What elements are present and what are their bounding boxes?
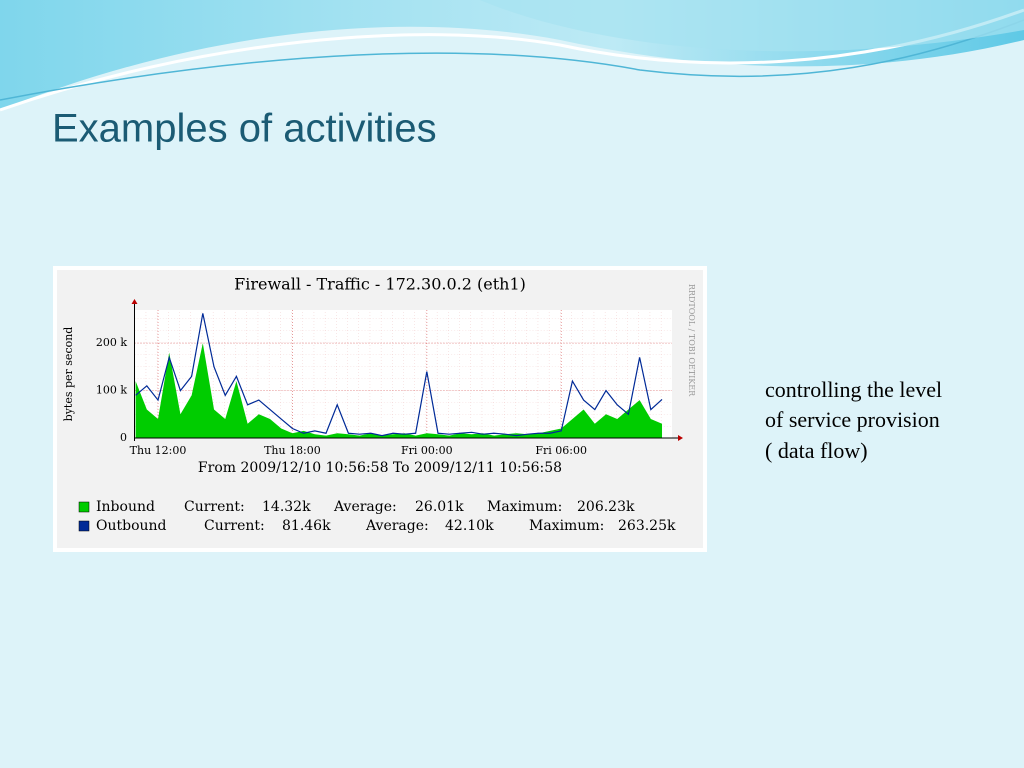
legend-swatch bbox=[78, 520, 90, 532]
legend-stat-value: 206.23k bbox=[577, 499, 635, 515]
legend-stat-value: 263.25k bbox=[618, 518, 676, 534]
chart-subtitle: From 2009/12/10 10:56:58 To 2009/12/11 1… bbox=[198, 460, 562, 476]
legend-stat-value: 14.32k bbox=[262, 499, 311, 515]
legend-stat-label: Maximum: bbox=[487, 499, 562, 515]
side-text: controlling the level bbox=[765, 377, 942, 402]
x-tick-label: Fri 06:00 bbox=[535, 444, 587, 457]
wave bbox=[480, 0, 1024, 52]
side-text: of service provision bbox=[765, 407, 940, 432]
legend-stat-label: Current: bbox=[204, 518, 265, 534]
y-tick-label: 200 k bbox=[96, 336, 127, 349]
legend-stat-value: 42.10k bbox=[445, 518, 494, 534]
legend-stat-value: 81.46k bbox=[282, 518, 331, 534]
y-axis-label: bytes per second bbox=[62, 327, 75, 422]
legend-stat-label: Current: bbox=[184, 499, 245, 515]
chart-title: Firewall - Traffic - 172.30.0.2 (eth1) bbox=[234, 275, 526, 294]
x-tick-label: Thu 18:00 bbox=[264, 444, 321, 457]
x-tick-label: Fri 00:00 bbox=[401, 444, 453, 457]
area bbox=[135, 343, 663, 438]
legend-swatch bbox=[78, 501, 90, 513]
chart: Firewall - Traffic - 172.30.0.2 (eth1) b… bbox=[53, 266, 707, 552]
axis-arrow bbox=[131, 299, 138, 304]
legend-label: Outbound bbox=[96, 518, 167, 534]
wave-line bbox=[0, 19, 1024, 101]
side-text: ( data flow) bbox=[765, 438, 868, 463]
side-label: RRDTOOL / TOBI OETIKER bbox=[687, 284, 696, 397]
legend-stat-value: 26.01k bbox=[415, 499, 464, 515]
y-tick-label: 0 bbox=[120, 431, 127, 444]
line bbox=[135, 313, 663, 437]
legend-stat-label: Average: bbox=[365, 518, 429, 534]
y-tick-label: 100 k bbox=[96, 384, 127, 397]
legend-label: Inbound bbox=[96, 499, 155, 515]
legend-stat-label: Maximum: bbox=[529, 518, 604, 534]
slide-title: Examples of activities bbox=[52, 107, 437, 151]
axis-arrow bbox=[678, 435, 683, 441]
wave-line bbox=[0, 8, 1024, 112]
x-tick-label: Thu 12:00 bbox=[130, 444, 187, 457]
legend-stat-label: Average: bbox=[333, 499, 397, 515]
